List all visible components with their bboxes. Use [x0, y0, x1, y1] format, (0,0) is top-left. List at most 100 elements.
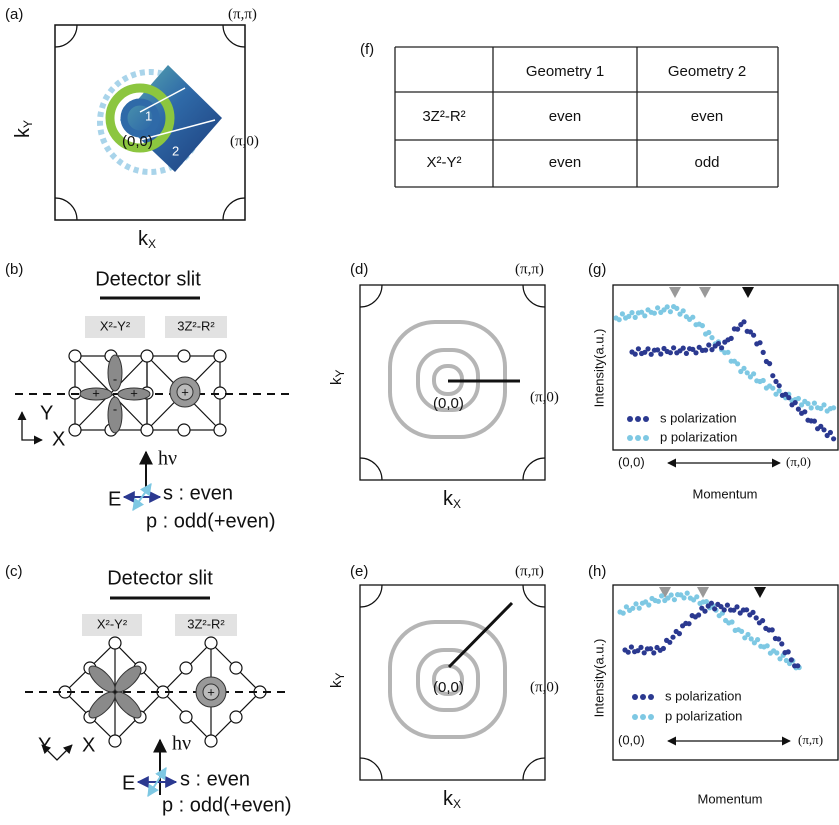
intensity-dot — [620, 311, 625, 316]
table-header: Geometry 2 — [668, 63, 746, 80]
panel-label: (e) — [350, 563, 368, 580]
edge-label: (π,0) — [230, 133, 259, 149]
intensity-dot — [751, 333, 756, 338]
origin-label: (0,0) — [122, 133, 153, 150]
legend-dot — [640, 694, 646, 700]
panel-label: (d) — [350, 261, 368, 278]
intensity-dot — [821, 427, 826, 432]
intensity-dot — [709, 335, 714, 340]
sign: - — [113, 371, 117, 386]
panel-label: (g) — [588, 261, 606, 278]
atom — [178, 350, 190, 362]
x-axis-label: kX — [138, 228, 156, 251]
intensity-dot — [751, 371, 756, 376]
atom — [205, 735, 217, 747]
intensity-dot — [633, 315, 638, 320]
sign: + — [92, 385, 100, 400]
intensity-dot — [786, 649, 791, 654]
intensity-dot — [665, 304, 670, 309]
x-axis-label: Momentum — [692, 486, 757, 501]
panel-e: (e) (0,0) (π,0) (π,π) kX kY — [328, 563, 559, 811]
p-label: p : odd(+even) — [162, 794, 292, 816]
intensity-dot — [668, 350, 673, 355]
slit-label: Detector slit — [107, 567, 213, 589]
orbital-label: X²-Y² — [100, 318, 131, 333]
edge-label: (π,0) — [530, 389, 559, 405]
sign: + — [181, 384, 189, 399]
atom — [230, 711, 242, 723]
intensity-dot — [638, 645, 643, 650]
intensity-dot — [786, 395, 791, 400]
x-axis-label: kX — [443, 488, 461, 511]
legend-dot — [627, 435, 633, 441]
intensity-dot — [725, 603, 730, 608]
field-label: E — [108, 488, 121, 510]
intensity-dot — [809, 405, 814, 410]
cut-label: 2 — [172, 143, 179, 158]
sign: + — [207, 684, 215, 699]
intensity-dot — [655, 305, 660, 310]
sign: + — [130, 385, 138, 400]
panel-a: (a) 1 2 (0,0) (π,π) (π,0) kX kY — [5, 6, 259, 251]
intensity-dot — [696, 612, 701, 617]
origin-label: (0,0) — [433, 679, 464, 696]
intensity-dot — [629, 310, 634, 315]
intensity-dot — [674, 306, 679, 311]
intensity-dot — [684, 351, 689, 356]
y-axis-label: Intensity(a.u.) — [591, 329, 606, 408]
table-cell: even — [549, 154, 582, 171]
x-axis-label: kX — [443, 788, 461, 811]
intensity-dot — [745, 632, 750, 637]
intensity-dot — [667, 640, 672, 645]
panel-label: (b) — [5, 261, 23, 278]
intensity-dot — [621, 611, 626, 616]
intensity-dot — [658, 351, 663, 356]
legend-dot — [632, 714, 638, 720]
atom — [69, 350, 81, 362]
intensity-dot — [770, 373, 775, 378]
axes — [22, 412, 42, 440]
intensity-dot — [831, 405, 836, 410]
intensity-dot — [765, 643, 770, 648]
atom — [214, 350, 226, 362]
intensity-dot — [671, 345, 676, 350]
atom — [180, 711, 192, 723]
atom — [214, 424, 226, 436]
x-axis-label: Momentum — [697, 791, 762, 806]
intensity-dot — [716, 341, 721, 346]
intensity-dot — [789, 657, 794, 662]
panel-d: (d) (0,0) (π,0) (π,π) kX kY — [328, 261, 559, 511]
axis-label: X — [52, 428, 65, 450]
intensity-dot — [709, 601, 714, 606]
intensity-dot — [655, 347, 660, 352]
intensity-dot — [773, 379, 778, 384]
intensity-dot — [770, 627, 775, 632]
legend-dot — [635, 416, 641, 422]
legend-dot — [632, 694, 638, 700]
intensity-dot — [659, 593, 664, 598]
intensity-dot — [626, 650, 631, 655]
intensity-dot — [642, 313, 647, 318]
legend-dot — [627, 416, 633, 422]
intensity-dot — [668, 309, 673, 314]
panel-label: (h) — [588, 563, 606, 580]
intensity-dot — [633, 601, 638, 606]
intensity-dot — [734, 604, 739, 609]
atom — [230, 662, 242, 674]
start-label: (0,0) — [618, 454, 645, 469]
intensity-dot — [656, 599, 661, 604]
intensity-dot — [735, 327, 740, 332]
intensity-dot — [729, 336, 734, 341]
photon-label: hν — [158, 448, 177, 470]
intensity-dot — [651, 650, 656, 655]
y-axis-label: Intensity(a.u.) — [591, 639, 606, 718]
intensity-dot — [672, 597, 677, 602]
intensity-dot — [802, 409, 807, 414]
atom — [180, 662, 192, 674]
atom — [178, 424, 190, 436]
intensity-dot — [648, 646, 653, 651]
intensity-dot — [685, 591, 690, 596]
orbital-label: 3Z²-R² — [187, 616, 225, 631]
axis-label: X — [82, 734, 95, 756]
legend-dot — [648, 714, 654, 720]
